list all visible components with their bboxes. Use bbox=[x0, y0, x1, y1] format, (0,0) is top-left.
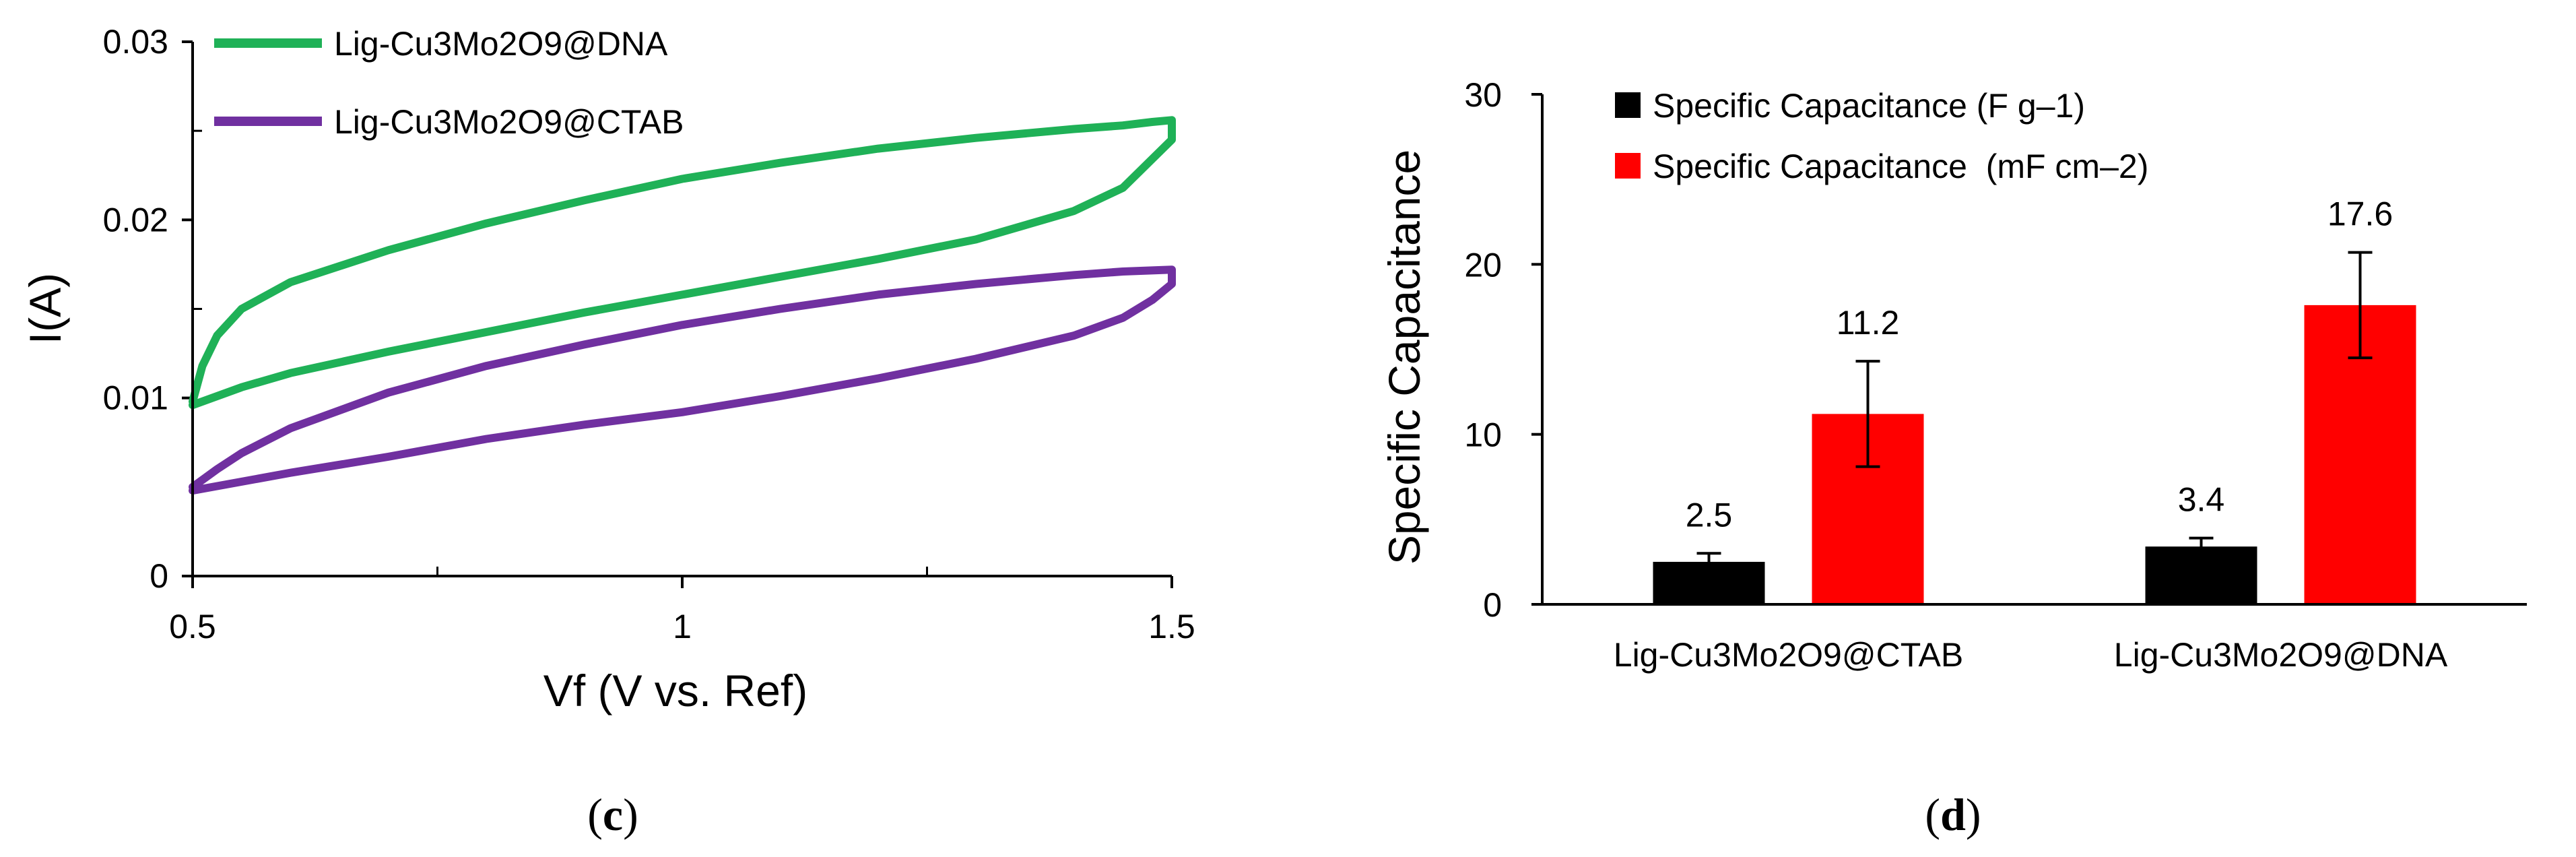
bar-y-ticks: 0 10 20 30 bbox=[1464, 76, 1542, 624]
panel-letter-c: c bbox=[603, 789, 623, 840]
bar-value-label: 2.5 bbox=[1686, 496, 1733, 534]
panel-letter-d: d bbox=[1940, 789, 1966, 840]
bar-category-labels: Lig-Cu3Mo2O9@CTAB Lig-Cu3Mo2O9@DNA bbox=[1614, 636, 2448, 674]
cv-x-tick-label: 1.5 bbox=[1148, 608, 1195, 645]
bar-y-axis-title: Specific Capacitance bbox=[1379, 150, 1429, 565]
cv-curve-ctab bbox=[189, 265, 1176, 495]
bar-y-tick-label: 20 bbox=[1464, 246, 1502, 284]
bar-y-tick-label: 0 bbox=[1483, 586, 1502, 624]
bar-category-label: Lig-Cu3Mo2O9@DNA bbox=[2114, 636, 2448, 674]
cv-y-tick-label: 0.03 bbox=[103, 23, 168, 61]
cv-x-ticks: 0.5 1 1.5 bbox=[169, 567, 1195, 645]
capacitance-chart: 0 10 20 30 2.5 11.2 3.4 17.6 Lig-Cu3Mo2O9@CTAB… bbox=[1379, 76, 2527, 840]
cv-y-tick-label: 0.01 bbox=[103, 379, 168, 417]
bar-y-tick-label: 10 bbox=[1464, 416, 1502, 454]
bar-value-label: 11.2 bbox=[1837, 304, 1900, 342]
cv-legend: Lig-Cu3Mo2O9@DNA Lig-Cu3Mo2O9@CTAB bbox=[214, 25, 684, 141]
cv-x-tick-label: 1 bbox=[673, 608, 692, 645]
panel-label-c: (c) bbox=[587, 789, 638, 840]
bar-value-label: 17.6 bbox=[2327, 195, 2393, 233]
legend-swatch-mfcm bbox=[1615, 153, 1641, 179]
bar-y-tick-label: 30 bbox=[1464, 76, 1502, 114]
bar-legend: Specific Capacitance (F g–1) Specific Ca… bbox=[1615, 87, 2148, 185]
cv-y-tick-label: 0 bbox=[150, 557, 168, 595]
cv-x-tick-label: 0.5 bbox=[169, 608, 216, 645]
cv-chart: 0 0.01 0.02 0.03 0.5 1 1.5 Vf (V vs. Ref) I(A… bbox=[20, 23, 1195, 840]
cv-y-ticks: 0 0.01 0.02 0.03 bbox=[103, 23, 202, 595]
cv-series bbox=[189, 116, 1176, 495]
cv-y-axis-title: I(A) bbox=[20, 273, 70, 344]
legend-swatch-fg bbox=[1615, 92, 1641, 118]
cv-y-tick-label: 0.02 bbox=[103, 201, 168, 239]
panel-label-d: (d) bbox=[1925, 789, 1981, 840]
legend-label-dna: Lig-Cu3Mo2O9@DNA bbox=[334, 25, 668, 63]
bar-value-label: 3.4 bbox=[2178, 481, 2225, 519]
cv-x-axis-title: Vf (V vs. Ref) bbox=[543, 666, 807, 716]
legend-label-ctab: Lig-Cu3Mo2O9@CTAB bbox=[334, 103, 684, 141]
bar-category-label: Lig-Cu3Mo2O9@CTAB bbox=[1614, 636, 1963, 674]
cv-curve-dna bbox=[189, 116, 1176, 410]
legend-label-fg: Specific Capacitance (F g–1) bbox=[1653, 87, 2085, 125]
bar-series: 2.5 11.2 3.4 17.6 bbox=[1653, 195, 2416, 604]
legend-label-mfcm: Specific Capacitance (mF cm–2) bbox=[1653, 148, 2148, 185]
